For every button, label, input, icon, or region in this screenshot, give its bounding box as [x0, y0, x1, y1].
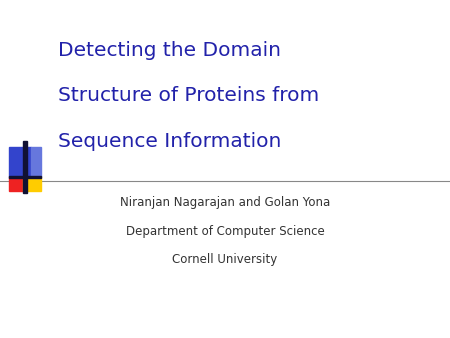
Text: Structure of Proteins from: Structure of Proteins from	[58, 86, 320, 105]
Text: Niranjan Nagarajan and Golan Yona: Niranjan Nagarajan and Golan Yona	[120, 196, 330, 209]
Bar	[9, 176, 41, 178]
Text: Detecting the Domain: Detecting the Domain	[58, 41, 282, 59]
Text: Sequence Information: Sequence Information	[58, 132, 282, 151]
Bar	[31, 147, 40, 177]
Bar	[23, 177, 40, 191]
Bar	[9, 177, 23, 191]
Text: Cornell University: Cornell University	[172, 254, 278, 266]
Bar	[9, 147, 31, 177]
Bar	[23, 141, 27, 193]
Text: Department of Computer Science: Department of Computer Science	[126, 225, 324, 238]
